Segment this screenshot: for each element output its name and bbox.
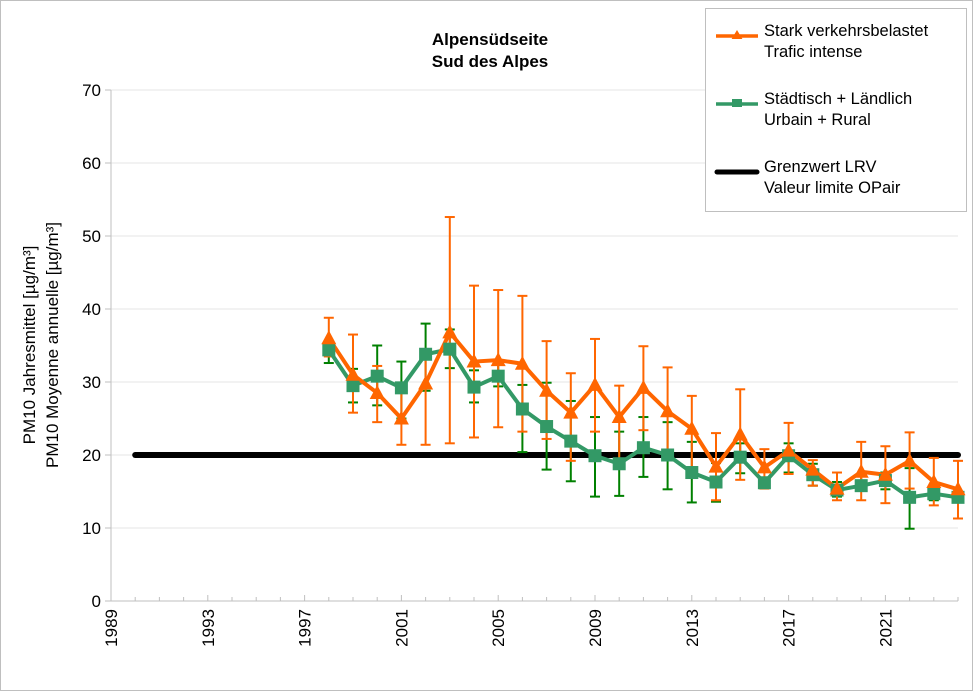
x-tick-labels: 1989 1993 1997 2001 2005 2009 2013 2017 2021 (102, 609, 895, 647)
data-point-traffic (732, 426, 748, 441)
data-point-urban-rural (540, 420, 554, 434)
data-point-urban-rural (394, 381, 408, 395)
x-tick-label: 2017 (780, 609, 799, 647)
data-point-traffic (587, 376, 603, 391)
data-point-traffic (756, 459, 772, 474)
data-point-traffic (539, 382, 555, 397)
x-tick-label: 1989 (102, 609, 121, 647)
legend-label-urban-rural-fr: Urbain + Rural (764, 111, 871, 129)
legend-item-limit: Grenzwert LRV Valeur limite OPair (706, 157, 966, 207)
data-point-urban-rural (709, 475, 723, 489)
data-point-urban-rural (588, 449, 602, 463)
y-tick-label: 60 (82, 154, 101, 173)
legend-swatch-urban-rural (716, 99, 758, 107)
data-point-urban-rural (685, 466, 699, 480)
chart-title: Alpensüdseite (432, 30, 548, 49)
data-point-traffic (466, 353, 482, 368)
data-point-urban-rural (419, 347, 433, 361)
x-tick-label: 2005 (489, 609, 508, 647)
data-point-traffic (853, 463, 869, 478)
legend-label-limit-fr: Valeur limite OPair (764, 179, 901, 197)
data-point-urban-rural (564, 434, 578, 448)
chart-subtitle: Sud des Alpes (432, 52, 549, 71)
y-tick-label: 50 (82, 227, 101, 246)
y-tick-label: 0 (92, 592, 101, 611)
y-tick-label: 70 (82, 81, 101, 100)
data-point-traffic (805, 461, 821, 476)
data-point-traffic (660, 403, 676, 418)
data-point-traffic (345, 366, 361, 381)
data-point-urban-rural (854, 479, 868, 493)
data-point-traffic (684, 420, 700, 435)
data-point-traffic (321, 330, 337, 345)
data-point-traffic (369, 384, 385, 399)
data-point-traffic (902, 452, 918, 467)
data-point-urban-rural (346, 379, 360, 393)
x-tick-label: 1997 (296, 609, 315, 647)
data-point-traffic (635, 379, 651, 394)
y-axis-label-de: PM10 Jahresmittel [µg/m³] (20, 246, 39, 445)
data-point-traffic (708, 458, 724, 473)
y-tick-label: 30 (82, 373, 101, 392)
data-point-traffic (781, 442, 797, 457)
data-point-urban-rural (491, 369, 505, 383)
data-point-traffic (514, 355, 530, 370)
data-point-traffic (926, 474, 942, 489)
legend-swatch-limit (714, 169, 760, 175)
y-tick-label: 20 (82, 446, 101, 465)
data-point-urban-rural (322, 343, 336, 357)
data-point-urban-rural (757, 476, 771, 490)
data-point-urban-rural (370, 369, 384, 383)
data-point-urban-rural (636, 441, 650, 455)
data-point-urban-rural (443, 342, 457, 356)
data-point-traffic (490, 352, 506, 367)
legend-label-traffic-fr: Trafic intense (764, 43, 863, 61)
data-point-traffic (393, 410, 409, 425)
data-point-traffic (877, 466, 893, 481)
x-tick-label: 1993 (199, 609, 218, 647)
data-point-urban-rural (903, 490, 917, 504)
data-point-traffic (563, 404, 579, 419)
data-point-traffic (418, 375, 434, 390)
data-point-traffic (442, 324, 458, 339)
x-tick-label: 2013 (683, 609, 702, 647)
x-tick-label: 2001 (392, 609, 411, 647)
data-point-traffic (829, 480, 845, 495)
legend-item-traffic: Stark verkehrsbelastet Trafic intense (706, 21, 966, 71)
legend: Stark verkehrsbelastet Trafic intense St… (705, 8, 967, 212)
legend-item-urban-rural: Städtisch + Ländlich Urbain + Rural (706, 89, 966, 139)
data-point-urban-rural (661, 448, 675, 462)
y-tick-label: 40 (82, 300, 101, 319)
data-point-urban-rural (515, 402, 529, 416)
x-tick-label: 2009 (586, 609, 605, 647)
data-point-traffic (950, 481, 966, 496)
series-markers (321, 324, 966, 504)
data-point-urban-rural (467, 380, 481, 394)
legend-label-limit-de: Grenzwert LRV (764, 158, 877, 176)
y-tick-labels: 0 10 20 30 40 50 60 70 (82, 81, 101, 611)
data-point-traffic (611, 409, 627, 424)
data-point-urban-rural (612, 457, 626, 471)
y-tick-label: 10 (82, 519, 101, 538)
data-point-urban-rural (733, 450, 747, 464)
y-axis-label-fr: PM10 Moyenne annuelle [µg/m³] (43, 222, 62, 468)
legend-label-limit: Grenzwert LRV Valeur limite OPair (764, 157, 900, 199)
legend-label-urban-rural-de: Städtisch + Ländlich (764, 90, 913, 108)
legend-swatch-traffic (716, 30, 758, 39)
legend-label-traffic-de: Stark verkehrsbelastet (764, 22, 929, 40)
legend-label-urban-rural: Städtisch + Ländlich Urbain + Rural (764, 89, 912, 131)
x-tick-label: 2021 (876, 609, 895, 647)
legend-label-traffic: Stark verkehrsbelastet Trafic intense (764, 21, 928, 63)
data-point-urban-rural (927, 487, 941, 501)
axes (105, 89, 959, 602)
